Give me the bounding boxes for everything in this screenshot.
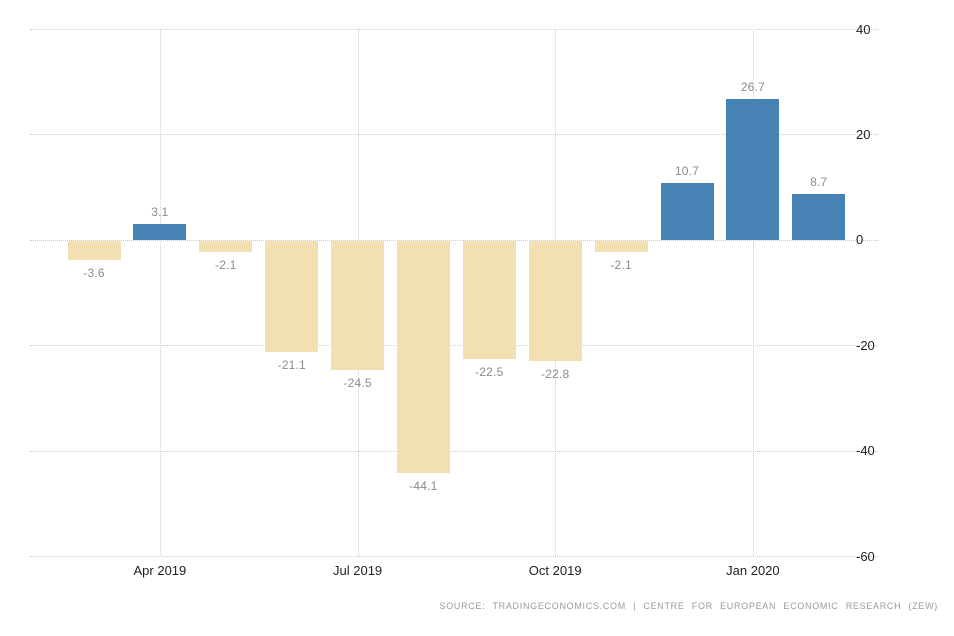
bar-value-label: -22.5: [475, 365, 504, 380]
y-axis-tick-label: -60: [856, 548, 875, 564]
vertical-gridline: [752, 29, 754, 556]
horizontal-gridline: [30, 450, 878, 452]
bar[interactable]: [265, 240, 319, 352]
bar-value-label: -21.1: [277, 358, 306, 372]
bar[interactable]: [67, 240, 121, 260]
bar[interactable]: [331, 240, 385, 370]
bar-value-label: 8.7: [810, 175, 828, 189]
bar-value-label: 3.1: [151, 204, 169, 219]
horizontal-gridline: [30, 29, 878, 30]
bar-value-label: -44.1: [409, 479, 438, 494]
y-axis-tick-label: -40: [856, 443, 875, 459]
x-axis-tick-label: Jan 2020: [726, 563, 780, 578]
bar[interactable]: [726, 99, 780, 240]
bar-value-label: -22.8: [541, 367, 570, 381]
bar-value-label: 26.7: [740, 80, 765, 95]
x-axis-tick-label: Apr 2019: [133, 563, 187, 578]
bar-value-label: 10.7: [674, 164, 700, 179]
bar[interactable]: [594, 240, 648, 252]
bar-value-label: -24.5: [343, 375, 372, 390]
vertical-gridline: [159, 29, 161, 556]
bar[interactable]: [133, 223, 187, 240]
bar[interactable]: [462, 240, 516, 360]
bar[interactable]: [660, 183, 714, 240]
bar[interactable]: [396, 240, 450, 474]
y-axis-tick-label: -20: [856, 337, 875, 353]
bar-value-label: -2.1: [215, 257, 237, 272]
horizontal-gridline: [30, 556, 878, 557]
bar-value-label: -3.6: [83, 265, 105, 280]
y-axis-tick-label: 20: [856, 126, 871, 142]
bar[interactable]: [792, 194, 846, 240]
y-axis-tick-label: 0: [856, 232, 864, 248]
bar[interactable]: [528, 240, 582, 361]
horizontal-gridline: [30, 134, 878, 136]
horizontal-gridline: [30, 345, 878, 347]
x-axis-tick-label: Oct 2019: [528, 563, 582, 578]
bar-value-label: -2.1: [610, 257, 632, 272]
bar[interactable]: [199, 240, 253, 252]
horizontal-gridline: [30, 239, 878, 241]
plot-area: -3.6 3.1 -2.1 -21.1 -24.5 -44.1 -22.5 -22.8 -2.1…: [30, 29, 878, 557]
source-attribution: SOURCE: TRADINGECONOMICS.COM | CENTRE FO…: [439, 601, 938, 611]
x-axis-tick-label: Jul 2019: [333, 563, 383, 578]
y-axis-tick-label: 40: [856, 21, 871, 37]
